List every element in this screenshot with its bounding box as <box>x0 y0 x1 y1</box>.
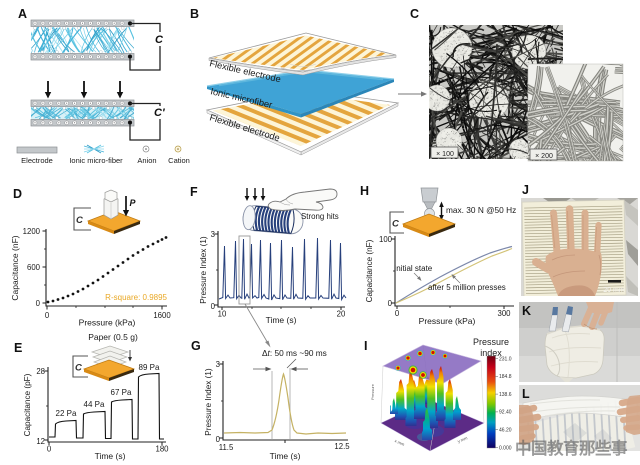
svg-text:C: C <box>76 215 83 226</box>
svg-text:Time (s): Time (s) <box>270 451 301 461</box>
svg-text:Strong hits: Strong hits <box>301 212 339 221</box>
svg-text:Paper (0.5 g): Paper (0.5 g) <box>88 332 138 342</box>
svg-text:600: 600 <box>27 263 41 272</box>
svg-text:y mm: y mm <box>457 435 469 444</box>
svg-text:89 Pa: 89 Pa <box>139 363 160 372</box>
svg-text:12: 12 <box>36 437 45 446</box>
svg-text:H: H <box>360 184 369 198</box>
svg-text:0: 0 <box>47 445 52 454</box>
svg-text:67 Pa: 67 Pa <box>111 388 132 397</box>
svg-text:0: 0 <box>36 299 41 308</box>
svg-text:3: 3 <box>211 230 215 239</box>
svg-text:10: 10 <box>218 310 227 319</box>
svg-text:1600: 1600 <box>153 311 171 320</box>
svg-text:Pressure Index (1): Pressure Index (1) <box>199 236 208 304</box>
svg-text:× 100: × 100 <box>436 151 454 158</box>
svg-text:46.20: 46.20 <box>499 428 512 434</box>
svg-text:Capacitance (pF): Capacitance (pF) <box>23 373 32 436</box>
svg-text:22 Pa: 22 Pa <box>56 409 77 418</box>
svg-text:J: J <box>522 183 529 197</box>
svg-text:C: C <box>392 219 399 230</box>
svg-text:231.0: 231.0 <box>499 356 512 362</box>
svg-text:after 5 million presses: after 5 million presses <box>428 283 506 292</box>
svg-text:I: I <box>364 339 367 353</box>
svg-text:300: 300 <box>497 309 511 318</box>
svg-text:index: index <box>480 348 502 358</box>
svg-text:D: D <box>13 187 22 201</box>
svg-text:L: L <box>522 387 530 401</box>
svg-text:11.5: 11.5 <box>219 443 234 452</box>
svg-text:Pressure: Pressure <box>370 383 375 400</box>
svg-text:Pressure Index (1): Pressure Index (1) <box>204 368 213 436</box>
svg-text:0: 0 <box>388 299 393 308</box>
svg-text:C: C <box>75 363 82 374</box>
svg-text:0: 0 <box>211 302 216 311</box>
svg-text:Δt: 50 ms ~90 ms: Δt: 50 ms ~90 ms <box>262 348 327 358</box>
svg-text:Anion: Anion <box>137 156 156 165</box>
svg-text:Initial state: Initial state <box>394 264 433 273</box>
svg-text:E: E <box>14 341 22 355</box>
svg-text:C′: C′ <box>154 107 166 119</box>
svg-text:Pressure (kPa): Pressure (kPa) <box>419 316 476 326</box>
svg-text:20: 20 <box>337 310 346 319</box>
svg-text:1200: 1200 <box>23 227 41 236</box>
svg-text:Pressure (kPa): Pressure (kPa) <box>79 318 136 328</box>
svg-text:Pressure: Pressure <box>473 337 509 347</box>
svg-text:x mm: x mm <box>394 438 406 447</box>
svg-text:0.000: 0.000 <box>499 445 512 451</box>
svg-text:A: A <box>18 7 27 21</box>
svg-text:Capacitance (nF): Capacitance (nF) <box>365 239 374 302</box>
svg-text:Time (s): Time (s) <box>266 315 297 325</box>
svg-text:max. 30 N @50 Hz: max. 30 N @50 Hz <box>446 205 516 215</box>
svg-text:B: B <box>190 7 199 21</box>
svg-text:Capacitance (nF): Capacitance (nF) <box>10 235 20 300</box>
svg-text:3: 3 <box>216 360 220 369</box>
svg-text:中国教育那些事: 中国教育那些事 <box>515 438 628 458</box>
svg-text:C: C <box>155 34 164 46</box>
svg-text:Cation: Cation <box>168 156 190 165</box>
svg-text:180: 180 <box>155 445 169 454</box>
svg-text:R-square: 0.9895: R-square: 0.9895 <box>105 293 167 302</box>
svg-text:0: 0 <box>216 435 221 444</box>
svg-text:0: 0 <box>395 309 400 318</box>
svg-text:44 Pa: 44 Pa <box>84 400 105 409</box>
svg-text:C: C <box>410 7 419 21</box>
svg-text:G: G <box>191 339 201 353</box>
svg-text:× 200: × 200 <box>535 153 553 160</box>
svg-text:Ionic micro-fiber: Ionic micro-fiber <box>69 156 123 165</box>
svg-text:F: F <box>190 185 198 199</box>
svg-text:184.8: 184.8 <box>499 374 512 380</box>
svg-text:Electrode: Electrode <box>21 156 53 165</box>
svg-text:92.40: 92.40 <box>499 410 512 416</box>
svg-text:28: 28 <box>36 367 45 376</box>
svg-text:12.5: 12.5 <box>334 442 350 451</box>
svg-text:P: P <box>130 198 137 208</box>
svg-text:0: 0 <box>45 311 50 320</box>
svg-text:Time (s): Time (s) <box>95 451 126 461</box>
svg-text:100: 100 <box>379 235 393 244</box>
svg-text:20 mm: 20 mm <box>603 287 625 294</box>
svg-text:138.6: 138.6 <box>499 392 512 398</box>
svg-text:K: K <box>522 304 531 318</box>
